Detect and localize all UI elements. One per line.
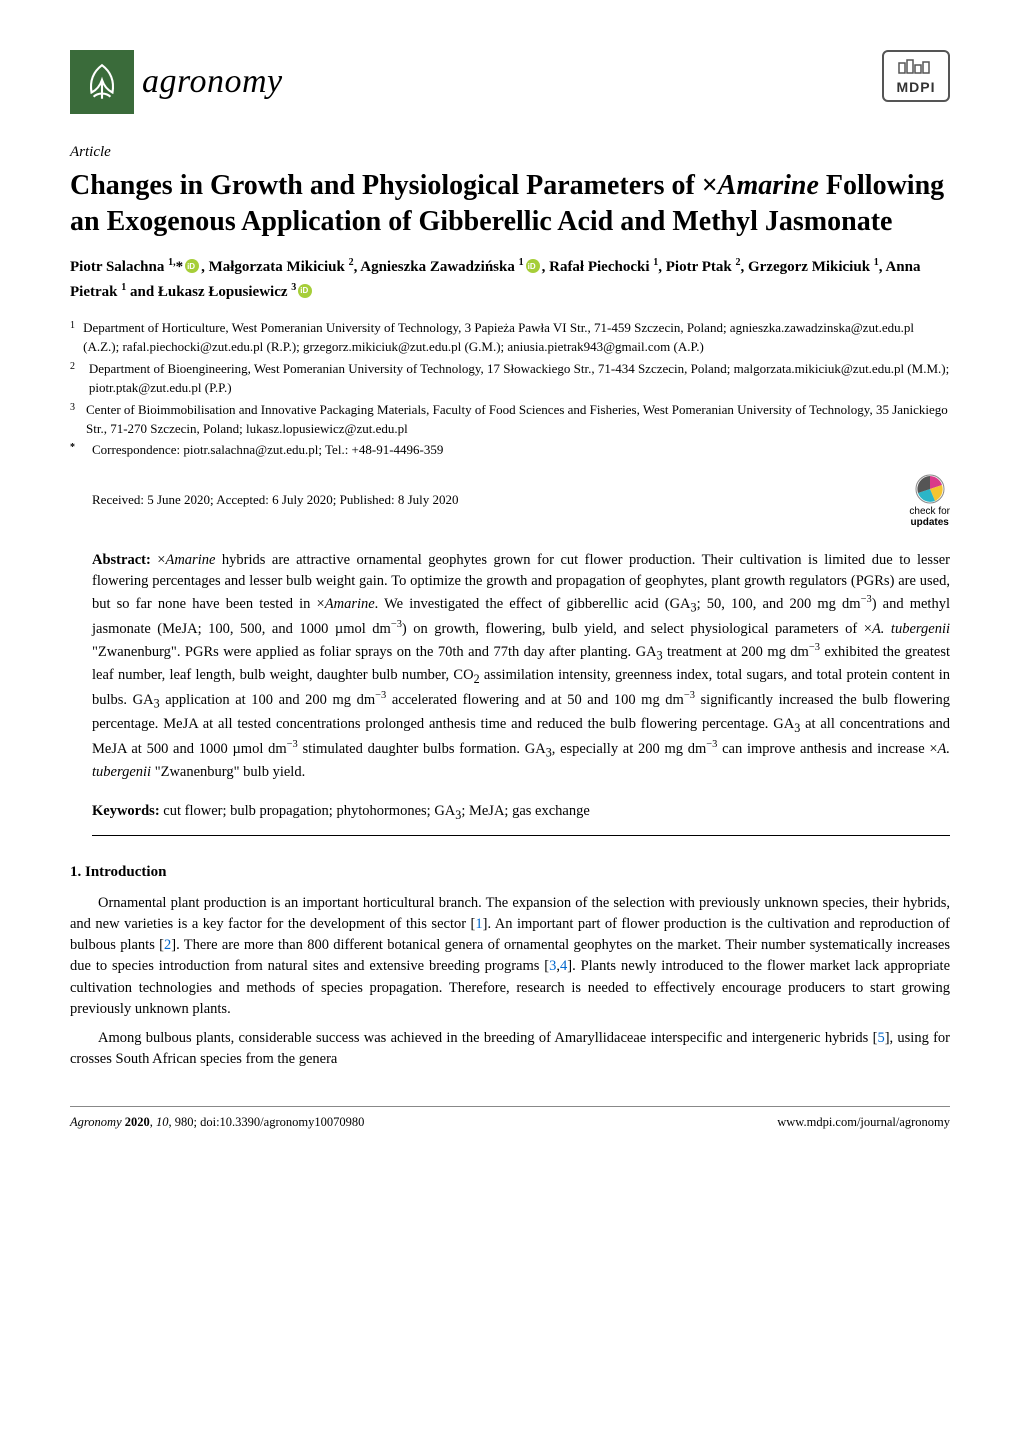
orcid-icon[interactable] xyxy=(526,259,540,273)
mdpi-logo: MDPI xyxy=(882,50,950,102)
check-updates-button[interactable]: check for updates xyxy=(909,474,950,528)
divider xyxy=(92,835,950,836)
abstract: Abstract: ×Amarine hybrids are attractiv… xyxy=(92,550,950,784)
affiliation-number: 3 xyxy=(70,400,86,439)
affiliations-block: 1 Department of Horticulture, West Pomer… xyxy=(92,318,950,439)
article-title: Changes in Growth and Physiological Para… xyxy=(70,168,950,240)
publication-dates: Received: 5 June 2020; Accepted: 6 July … xyxy=(92,491,459,510)
correspondence-text: Correspondence: piotr.salachna@zut.edu.p… xyxy=(92,441,443,460)
citation-link[interactable]: 5 xyxy=(877,1030,884,1046)
check-updates-label-1: check for xyxy=(909,506,950,517)
body-paragraph: Ornamental plant production is an import… xyxy=(70,893,950,1019)
affiliation-text: Department of Horticulture, West Pomeran… xyxy=(83,318,950,357)
footer-url[interactable]: www.mdpi.com/journal/agronomy xyxy=(777,1113,950,1131)
section-heading: 1. Introduction xyxy=(70,862,950,884)
correspondence: * Correspondence: piotr.salachna@zut.edu… xyxy=(92,441,950,460)
citation-link[interactable]: 1 xyxy=(475,916,482,932)
citation-link[interactable]: 3 xyxy=(549,958,556,974)
affiliation: 3 Center of Bioimmobilisation and Innova… xyxy=(92,400,950,439)
citation-link[interactable]: 4 xyxy=(560,958,567,974)
affiliation-number: 2 xyxy=(70,359,89,398)
citation-link[interactable]: 2 xyxy=(164,937,171,953)
dates-row: Received: 5 June 2020; Accepted: 6 July … xyxy=(92,474,950,528)
correspondence-marker: * xyxy=(70,441,92,460)
check-updates-icon xyxy=(915,474,945,504)
affiliation: 1 Department of Horticulture, West Pomer… xyxy=(92,318,950,357)
page-header: agronomy MDPI xyxy=(70,50,950,114)
affiliation: 2 Department of Bioengineering, West Pom… xyxy=(92,359,950,398)
authors-line: Piotr Salachna 1,*, Małgorzata Mikiciuk … xyxy=(70,255,950,304)
body-paragraph: Among bulbous plants, considerable succe… xyxy=(70,1028,950,1070)
affiliation-text: Department of Bioengineering, West Pomer… xyxy=(89,359,950,398)
footer-citation: Agronomy 2020, 10, 980; doi:10.3390/agro… xyxy=(70,1113,364,1131)
orcid-icon[interactable] xyxy=(298,284,312,298)
journal-name: agronomy xyxy=(142,57,283,106)
abstract-label: Abstract: xyxy=(92,552,151,568)
keywords: Keywords: cut flower; bulb propagation; … xyxy=(92,801,950,824)
orcid-icon[interactable] xyxy=(185,259,199,273)
agronomy-logo-icon xyxy=(70,50,134,114)
mdpi-mark-icon xyxy=(897,57,935,77)
affiliation-text: Center of Bioimmobilisation and Innovati… xyxy=(86,400,950,439)
author: Piotr Salachna 1,* xyxy=(70,259,183,275)
keywords-label: Keywords: xyxy=(92,803,160,819)
affiliation-number: 1 xyxy=(70,318,83,357)
article-type: Article xyxy=(70,142,950,164)
journal-logo-block: agronomy xyxy=(70,50,283,114)
check-updates-label-2: updates xyxy=(911,517,949,528)
publisher-name: MDPI xyxy=(897,77,936,97)
leaf-icon xyxy=(81,61,123,103)
publisher-logo-block: MDPI xyxy=(882,50,950,102)
page-footer: Agronomy 2020, 10, 980; doi:10.3390/agro… xyxy=(70,1106,950,1131)
